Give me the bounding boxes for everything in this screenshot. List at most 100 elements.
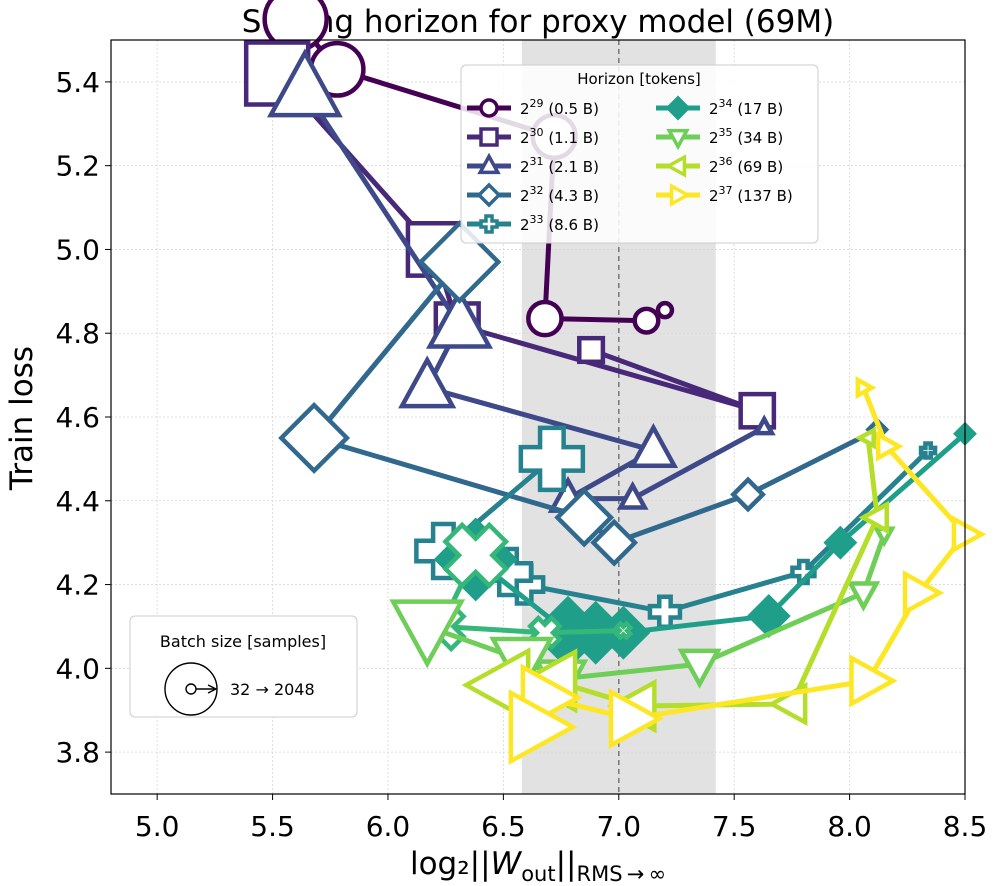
legend-base: 2 xyxy=(520,187,530,205)
data-point xyxy=(278,402,351,474)
data-point xyxy=(854,426,876,450)
legend-text: (2.1 B) xyxy=(544,158,599,176)
legend-exp: 35 xyxy=(719,126,733,139)
data-point xyxy=(398,355,457,409)
xlabel-var: W xyxy=(491,846,523,882)
data-point xyxy=(518,425,586,493)
data-point xyxy=(628,423,679,468)
x-tick-label: 5.5 xyxy=(250,810,295,843)
series-layer xyxy=(243,0,987,765)
data-point xyxy=(608,688,664,749)
legend-entry: 232 (4.3 B) xyxy=(467,182,599,208)
legend-marker-icon xyxy=(477,152,501,175)
legend-marker-icon xyxy=(476,182,502,208)
legend-label: 233 (8.6 B) xyxy=(520,213,599,234)
legend-exp: 30 xyxy=(530,126,544,139)
data-point xyxy=(846,581,881,612)
horizon-legend: Horizon [tokens] 229 (0.5 B)230 (1.1 B)2… xyxy=(460,64,819,244)
legend-base: 2 xyxy=(709,158,719,176)
xlabel-prefix: log₂|| xyxy=(410,846,491,882)
data-point xyxy=(918,441,938,460)
series-10 xyxy=(508,376,987,765)
y-tick-label: 4.4 xyxy=(55,485,100,518)
batch-size-legend: Batch size [samples] 32 → 2048 xyxy=(129,615,358,718)
legend-marker-icon xyxy=(479,214,499,234)
y-tick-label: 4.8 xyxy=(55,317,100,350)
batch-legend-text: 32 → 2048 xyxy=(230,680,315,699)
data-point xyxy=(632,306,661,335)
data-point xyxy=(951,515,987,554)
series-line xyxy=(274,71,760,414)
xlabel-sub: out xyxy=(521,862,555,886)
legend-base: 2 xyxy=(520,216,530,234)
y-tick-label: 4.2 xyxy=(55,569,100,602)
legend-exp: 37 xyxy=(719,184,733,197)
legend-text: (4.3 B) xyxy=(544,187,599,205)
legend-exp: 33 xyxy=(530,213,544,226)
legend-title: Horizon [tokens] xyxy=(577,70,701,88)
data-point xyxy=(902,570,945,616)
legend-base: 2 xyxy=(520,129,530,147)
legend-marker-icon xyxy=(479,127,499,147)
legend-label: 235 (34 B) xyxy=(709,126,783,147)
data-point xyxy=(616,480,649,510)
data-point xyxy=(426,287,494,349)
legend-exp: 32 xyxy=(530,184,544,197)
data-point xyxy=(855,376,877,400)
x-tick-label: 6.5 xyxy=(481,810,526,843)
chart-title: Scaling horizon for proxy model (69M) xyxy=(242,4,834,40)
y-tick-label: 4.6 xyxy=(55,401,100,434)
data-point xyxy=(655,300,675,320)
legend-marker-icon xyxy=(479,98,499,118)
legend-base: 2 xyxy=(520,100,530,118)
data-point xyxy=(677,648,722,689)
data-point xyxy=(554,487,615,548)
data-point xyxy=(790,558,817,586)
data-point xyxy=(508,689,578,765)
legend-entry: 235 (34 B) xyxy=(656,126,783,151)
legend-entry: 230 (1.1 B) xyxy=(467,126,599,147)
y-tick-label: 5.0 xyxy=(55,233,100,266)
legend-marker-icon xyxy=(664,154,687,178)
legend-entry: 236 (69 B) xyxy=(656,154,784,178)
legend-entry: 229 (0.5 B) xyxy=(467,97,599,118)
y-axis-ticks: 3.8 4.0 4.2 4.4 4.6 4.8 5.0 5.2 5.4 xyxy=(55,66,111,769)
x-tick-label: 6.0 xyxy=(366,810,411,843)
data-point xyxy=(266,48,343,118)
legend-marker-icon xyxy=(666,128,690,151)
legend-base: 2 xyxy=(520,158,530,176)
batch-legend-title: Batch size [samples] xyxy=(160,632,326,651)
y-tick-label: 5.4 xyxy=(55,66,100,99)
legend-entries: 229 (0.5 B)230 (1.1 B)231 (2.1 B)232 (4.… xyxy=(467,95,793,234)
legend-base: 2 xyxy=(709,129,719,147)
data-point xyxy=(730,476,766,513)
legend-marker-icon xyxy=(665,95,691,121)
legend-entry: 231 (2.1 B) xyxy=(467,152,599,176)
legend-base: 2 xyxy=(709,187,719,205)
data-point xyxy=(738,391,777,430)
series-line xyxy=(438,552,626,636)
y-axis-label: Train loss xyxy=(4,346,40,491)
data-point xyxy=(613,620,634,641)
legend-label: 232 (4.3 B) xyxy=(520,184,599,205)
x-axis-ticks: 5.0 5.5 6.0 6.5 7.0 7.5 8.0 8.5 xyxy=(135,794,987,843)
xlabel-mid: || xyxy=(556,846,577,882)
legend-text: (0.5 B) xyxy=(544,100,599,118)
legend-entry: 234 (17 B) xyxy=(656,95,783,121)
x-tick-label: 5.0 xyxy=(135,810,180,843)
legend-entry: 233 (8.6 B) xyxy=(467,213,599,234)
batch-arrow-head-icon xyxy=(207,684,218,694)
legend-base: 2 xyxy=(709,100,719,118)
y-tick-label: 3.8 xyxy=(55,736,100,769)
data-point xyxy=(590,518,639,567)
data-point xyxy=(823,525,858,560)
x-tick-label: 8.5 xyxy=(943,810,988,843)
legend-box xyxy=(460,64,819,244)
x-axis-label: log₂||Wout||RMS → ∞ xyxy=(410,846,666,886)
legend-exp: 29 xyxy=(530,97,544,110)
legend-text: (69 B) xyxy=(733,158,784,176)
legend-text: (1.1 B) xyxy=(544,129,599,147)
x-tick-label: 7.0 xyxy=(597,810,642,843)
data-point xyxy=(752,414,776,436)
